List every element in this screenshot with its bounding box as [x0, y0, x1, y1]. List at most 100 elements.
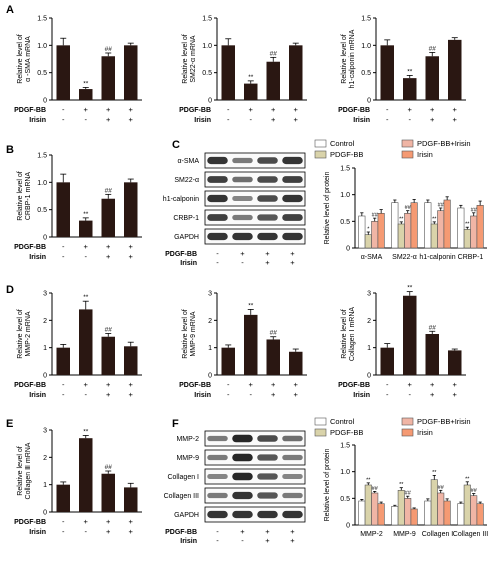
- E1-ytick-label-2: 2: [43, 455, 47, 462]
- E1-treatment-sign-pdgf-2: +: [106, 517, 111, 526]
- A2-annotation-1: **: [248, 74, 254, 81]
- A1-bar-0: [56, 45, 70, 100]
- D1-ytick-label-3: 3: [43, 291, 47, 298]
- C1-bar-1-1: [397, 223, 405, 249]
- blot-C-band-1-1: [232, 176, 253, 183]
- A3-bar-2: [425, 56, 439, 100]
- C1-bar-1-2: [404, 213, 412, 249]
- A2-bar-0: [221, 45, 235, 100]
- A1-ytick-label-1: 0.5: [37, 70, 47, 77]
- D1-treatment-label-irisin: Irisin: [29, 392, 46, 399]
- D2-ylabel: Relative level ofMMP-9 mRNA: [182, 309, 197, 358]
- E1-bar-3: [124, 487, 138, 512]
- B1-ylabel-line-0: Relative level of: [17, 171, 24, 220]
- D1-bar-2: [101, 336, 115, 375]
- D1-ylabel: Relative level ofMMP-2 mRNA: [17, 309, 32, 358]
- A2-annotation-2: ##: [270, 50, 278, 57]
- D3-treatment-sign-pdgf-1: +: [408, 380, 413, 389]
- D2-treatment-sign-pdgf-0: -: [227, 380, 230, 389]
- D2-ylabel-line-1: MMP-9 mRNA: [190, 311, 197, 356]
- blot-F-band-4-2: [257, 510, 278, 519]
- blot-C-band-3-0: [207, 214, 228, 221]
- D2-treatment-label-pdgf: PDGF-BB: [179, 382, 211, 389]
- C1-bar-0-0: [358, 215, 366, 249]
- D2-treatment-sign-irisin-1: -: [250, 390, 253, 399]
- F1-annotation-1-2: ##: [405, 491, 412, 497]
- C1-category-label-3: CRBP-1: [458, 254, 484, 261]
- D1-annotation-1: **: [83, 294, 89, 301]
- C1-bar-3-1: [463, 229, 471, 249]
- blot-F-band-1-3: [282, 454, 303, 461]
- C1-ytick-label-1: 0.5: [340, 219, 350, 226]
- C1-category-label-0: α-SMA: [361, 254, 383, 261]
- A1-treatment-sign-irisin-0: -: [62, 115, 65, 124]
- D1-treatment-sign-pdgf-1: +: [84, 380, 89, 389]
- blot-F-treatment-sign-irisin-2: +: [265, 536, 270, 545]
- blot-F-band-3-2: [257, 492, 278, 499]
- blot-C-band-2-2: [257, 195, 278, 202]
- E1-treatment-sign-irisin-2: +: [106, 527, 111, 536]
- A3-bar-3: [448, 39, 462, 100]
- E1-ylabel: Relative level ofCollagen Ⅲ mRNA: [17, 442, 32, 499]
- C1-category-label-2: h1-calponin: [419, 254, 455, 261]
- blot-C-treatment-sign-irisin-3: +: [290, 258, 295, 267]
- A1-bar-1: [79, 89, 93, 100]
- C1-bar-3-0: [457, 207, 465, 249]
- F1-bar-2-2: [437, 492, 445, 526]
- B1-ylabel: Relative level ofCRBP-1 mRNA: [17, 171, 32, 220]
- D3-ylabel-line-0: Relative level of: [341, 309, 348, 358]
- C1-annotation-2-2: ##: [438, 203, 445, 209]
- blot-F-band-0-0: [207, 435, 228, 442]
- D3-treatment-sign-irisin-3: +: [453, 390, 458, 399]
- E1-bar-0: [56, 484, 70, 512]
- E1-annotation-1: **: [83, 428, 89, 435]
- chart-D3: 0 1 2 3 Relative level ofCollagen Ⅰ mRNA ** ##…: [338, 285, 466, 399]
- F1-category-label-3: Collagen III: [453, 531, 488, 538]
- blot-C-treatment-sign-irisin-0: -: [216, 258, 219, 267]
- A2-bar-3: [289, 45, 303, 100]
- A1-ylabel-line-1: α -SMA mRNA: [25, 36, 32, 82]
- blot-F-treatment-sign-irisin-1: -: [241, 536, 244, 545]
- blot-C-frame-2: [204, 190, 306, 207]
- D3-ylabel: Relative level ofCollagen Ⅰ mRNA: [341, 307, 356, 362]
- D2-ylabel-line-0: Relative level of: [182, 309, 189, 358]
- panel-label-B: B: [6, 144, 14, 156]
- blot-C-row-label-1: SM22-α: [174, 177, 199, 184]
- blot-F-treatment-sign-pdgf-0: -: [216, 527, 219, 536]
- blot-F-band-0-1: [232, 434, 253, 443]
- blot-F-band-3-0: [207, 492, 228, 499]
- F1-annotation-3-1: **: [465, 476, 470, 482]
- blot-C: α-SMA SM22-α h1-calponin CRBP-1 GAPDH PDGF-BB…: [163, 152, 306, 267]
- F1-bar-2-0: [424, 500, 432, 526]
- A2-treatment-sign-pdgf-3: +: [294, 105, 299, 114]
- A2-treatment-sign-pdgf-0: -: [227, 105, 230, 114]
- D3-bar-3: [448, 350, 462, 375]
- A1-treatment-sign-irisin-2: +: [106, 115, 111, 124]
- A3-ylabel-line-1: h1-calponin mRNA: [349, 29, 356, 88]
- A1-bar-3: [124, 45, 138, 100]
- A3-treatment-sign-irisin-0: -: [386, 115, 389, 124]
- F1-bar-1-2: [404, 498, 412, 526]
- F1-legend-swatch-2: [401, 417, 414, 426]
- F1-annotation-2-2: ##: [438, 485, 445, 491]
- F1-ylabel: Relative level of protein: [324, 449, 331, 522]
- blot-C-band-0-0: [207, 156, 228, 165]
- F1-category-label-2: Collagen I: [422, 531, 454, 538]
- D3-ytick-label-3: 3: [367, 291, 371, 298]
- D2-ytick-label-1: 1: [208, 345, 212, 352]
- blot-C-row-label-4: GAPDH: [174, 234, 199, 241]
- A3-treatment-sign-pdgf-1: +: [408, 105, 413, 114]
- C1-bar-2-1: [430, 223, 438, 249]
- blot-C-band-2-1: [232, 196, 253, 201]
- A1-treatment-label-pdgf: PDGF-BB: [14, 107, 46, 114]
- F1-bar-2-1: [430, 479, 438, 526]
- C1-bar-2-0: [424, 202, 432, 249]
- D3-ytick-label-1: 1: [367, 345, 371, 352]
- blot-C-treatment-sign-irisin-1: -: [241, 258, 244, 267]
- blot-C-treatment-sign-pdgf-1: +: [240, 249, 245, 258]
- D1-treatment-sign-irisin-3: +: [129, 390, 134, 399]
- D2-treatment-sign-pdgf-3: +: [294, 380, 299, 389]
- blot-C-band-4-1: [232, 232, 253, 241]
